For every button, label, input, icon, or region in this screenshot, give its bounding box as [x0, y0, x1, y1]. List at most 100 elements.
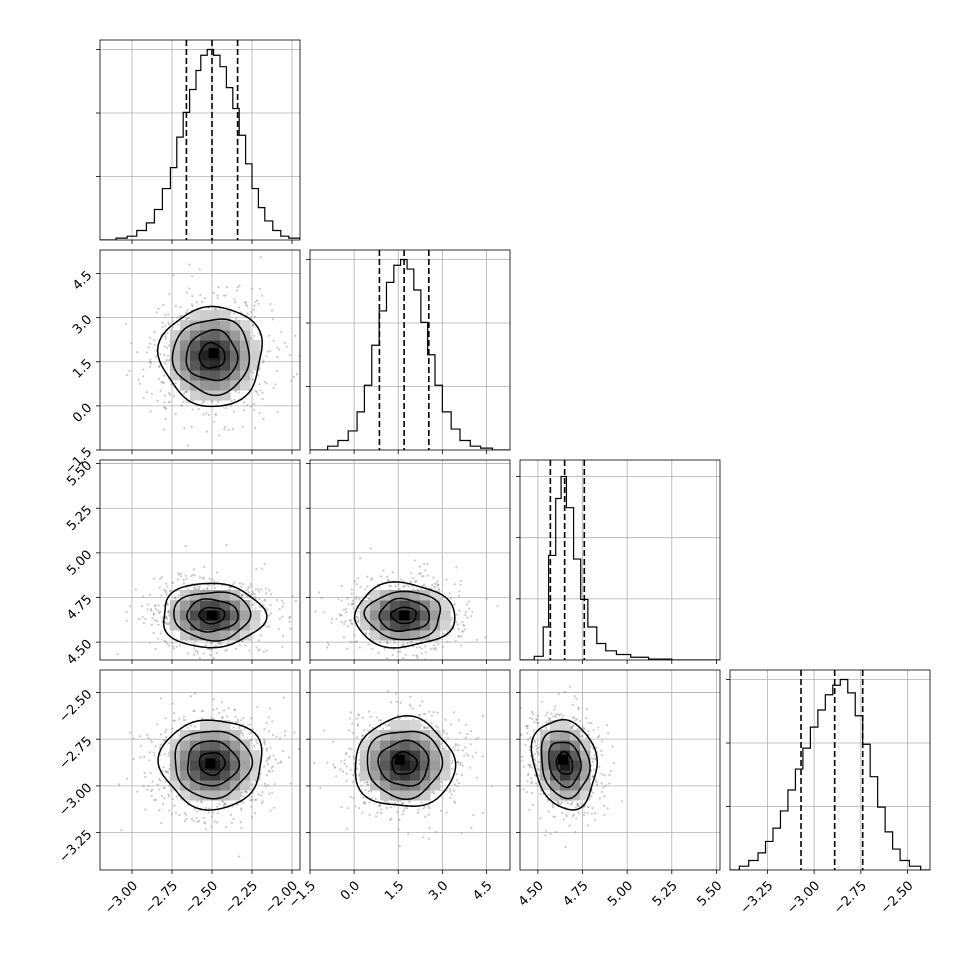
scatter-point: [587, 805, 590, 809]
scatter-point: [395, 692, 398, 695]
density-cell: [240, 360, 251, 371]
scatter-point: [242, 717, 245, 720]
scatter-point: [165, 615, 168, 618]
scatter-point: [485, 597, 488, 600]
density-cell: [440, 600, 451, 611]
scatter-point: [239, 821, 242, 824]
scatter-point: [597, 726, 600, 729]
scatter-point: [345, 611, 348, 614]
scatter-point: [548, 717, 552, 721]
density-cell: [420, 790, 431, 801]
scatter-point: [349, 768, 352, 771]
density-cell: [180, 340, 191, 351]
scatter-point: [210, 716, 213, 720]
scatter-point: [532, 729, 535, 733]
scatter-point: [465, 603, 468, 606]
scatter-point: [422, 807, 425, 810]
scatter-point: [186, 401, 189, 404]
scatter-point: [241, 732, 244, 735]
scatter-point: [353, 757, 356, 760]
scatter-point: [537, 751, 540, 754]
scatter-point: [420, 647, 423, 651]
scatter-point: [120, 829, 123, 832]
scatter-point: [258, 412, 261, 415]
density-cell: [390, 610, 401, 621]
density-cell: [180, 600, 191, 611]
scatter-point: [461, 621, 464, 624]
scatter-point: [167, 313, 170, 316]
scatter-point: [92, 341, 94, 343]
scatter-point: [563, 690, 567, 694]
scatter-point: [556, 802, 560, 805]
scatter-point: [464, 736, 467, 739]
scatter-point: [360, 784, 363, 787]
density-cell: [550, 770, 561, 781]
x-tick-label: 5.50: [694, 878, 725, 909]
scatter-point: [193, 653, 196, 656]
scatter-point: [218, 642, 222, 646]
scatter-point: [209, 654, 212, 657]
scatter-point: [531, 803, 534, 807]
scatter-point: [604, 784, 607, 787]
scatter-point: [313, 762, 316, 765]
scatter-point: [233, 708, 236, 711]
scatter-point: [568, 685, 571, 688]
scatter-point: [358, 807, 361, 810]
scatter-point: [595, 746, 598, 749]
scatter-point: [171, 702, 174, 705]
scatter-point: [391, 653, 394, 657]
scatter-point: [346, 597, 349, 600]
density-cell: [230, 790, 241, 801]
scatter-point: [244, 790, 247, 794]
scatter-point: [602, 786, 605, 789]
scatter-point: [428, 710, 431, 713]
scatter-point: [340, 760, 343, 763]
scatter-point: [252, 324, 255, 327]
scatter-point: [530, 792, 533, 795]
density-cell: [170, 610, 181, 621]
scatter-point: [463, 754, 466, 757]
density-cell: [250, 350, 261, 361]
scatter-point: [170, 812, 173, 816]
scatter-point: [522, 788, 525, 791]
scatter-point: [215, 307, 218, 310]
scatter-point: [427, 837, 431, 840]
scatter-point: [208, 577, 211, 580]
scatter-point: [356, 620, 359, 623]
scatter-point: [568, 824, 571, 827]
scatter-point: [548, 719, 551, 722]
contours: [157, 719, 263, 811]
scatter-point: [195, 810, 198, 813]
scatter-point: [167, 321, 170, 324]
density-cell: [410, 590, 421, 601]
scatter-point: [134, 588, 137, 591]
scatter-point: [209, 641, 212, 645]
scatter-point: [164, 780, 167, 783]
scatter-point: [165, 622, 168, 625]
scatter-point: [290, 379, 293, 382]
density-cell: [230, 330, 241, 341]
scatter-point: [224, 649, 227, 652]
density-cell: [180, 350, 191, 361]
scatter-point: [174, 304, 177, 307]
contours: [156, 305, 263, 408]
scatter-point: [426, 563, 429, 566]
density-cell: [250, 750, 261, 761]
density-cell: [230, 620, 241, 631]
scatter-point: [411, 707, 414, 710]
scatter-point: [241, 734, 244, 737]
scatter-point: [385, 806, 389, 809]
scatter-point: [437, 587, 440, 590]
scatter-point: [149, 739, 152, 742]
scatter-point: [164, 591, 167, 594]
density-cell: [570, 750, 581, 761]
scatter-point: [459, 763, 462, 767]
scatter-point: [269, 746, 272, 749]
scatter-point: [606, 807, 609, 810]
density-cell: [220, 630, 231, 641]
density-cell: [360, 600, 371, 611]
scatter-point: [259, 605, 262, 609]
density-peak: [394, 754, 405, 765]
scatter-point: [266, 350, 270, 353]
scatter-point: [160, 821, 163, 825]
